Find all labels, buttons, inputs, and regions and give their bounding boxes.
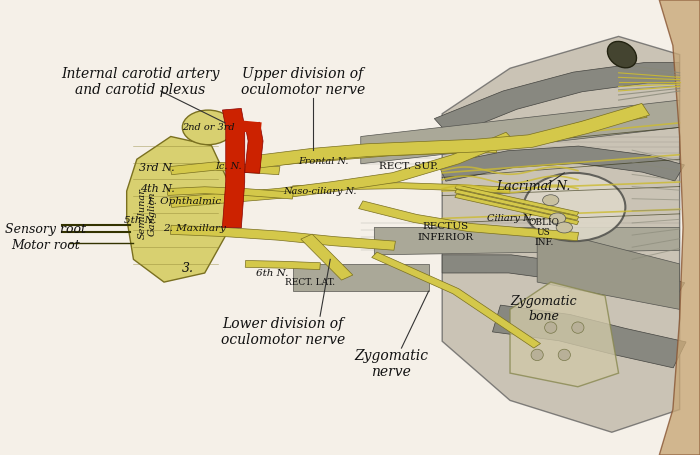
Text: 3.: 3. [182,262,194,275]
Polygon shape [279,146,496,165]
Polygon shape [455,185,579,216]
Circle shape [556,222,573,233]
Polygon shape [360,100,680,164]
Polygon shape [455,189,579,220]
Circle shape [524,173,625,241]
Polygon shape [293,183,510,193]
Polygon shape [170,132,514,207]
Polygon shape [358,201,579,241]
Polygon shape [223,108,245,228]
Polygon shape [442,36,680,432]
Ellipse shape [545,322,556,333]
Text: Frontal N.: Frontal N. [298,157,349,166]
Polygon shape [659,0,700,455]
Text: 5th N.: 5th N. [124,216,156,225]
Polygon shape [510,282,619,387]
Circle shape [550,213,566,224]
Text: 3rd N.: 3rd N. [139,163,175,173]
Text: Ic. N.: Ic. N. [215,162,242,171]
Polygon shape [257,103,650,168]
Text: 6th N.: 6th N. [256,268,288,278]
Ellipse shape [572,322,584,333]
Text: Semilunar
Ganglion: Semilunar Ganglion [137,188,157,239]
Polygon shape [167,187,293,199]
Polygon shape [245,122,263,173]
Polygon shape [438,146,685,181]
Text: Sensory root: Sensory root [5,223,86,236]
Polygon shape [372,252,540,348]
Ellipse shape [531,349,543,360]
Circle shape [542,195,559,206]
Text: Ciliary N.: Ciliary N. [486,214,533,223]
Text: Naso-ciliary N.: Naso-ciliary N. [284,187,357,196]
Polygon shape [493,305,686,368]
Polygon shape [127,136,228,282]
Text: 1. Ophthalmic: 1. Ophthalmic [147,197,221,206]
Text: Upper division of
oculomotor nerve: Upper division of oculomotor nerve [241,67,365,97]
Text: 4th N.: 4th N. [140,184,174,194]
Polygon shape [374,228,680,255]
Text: 2nd or 3rd: 2nd or 3rd [182,123,234,132]
Text: RECT. LAT.: RECT. LAT. [285,278,335,287]
Polygon shape [442,255,685,300]
Polygon shape [455,194,579,225]
Text: RECTUS
INFERIOR: RECTUS INFERIOR [417,222,474,242]
Text: Motor root: Motor root [11,239,80,252]
Text: Zygomatic
nerve: Zygomatic nerve [354,349,428,379]
Ellipse shape [608,41,636,68]
Polygon shape [245,261,321,269]
Polygon shape [170,162,280,175]
Ellipse shape [558,349,570,360]
Polygon shape [434,63,680,136]
Text: OBLIQ
US
INF.: OBLIQ US INF. [528,217,559,247]
Polygon shape [170,225,396,250]
Polygon shape [495,110,647,149]
Polygon shape [301,234,353,280]
Text: RECT. SUP.: RECT. SUP. [379,162,438,171]
Text: Lower division of
oculomotor nerve: Lower division of oculomotor nerve [220,317,345,347]
Text: Zygomatic
bone: Zygomatic bone [510,295,578,324]
Circle shape [182,110,234,145]
Text: Internal carotid artery
and carotid plexus: Internal carotid artery and carotid plex… [61,67,220,97]
Polygon shape [293,264,428,291]
Text: Lacrimal N.: Lacrimal N. [496,180,571,193]
Polygon shape [537,228,680,309]
Text: 2. Maxillary: 2. Maxillary [163,224,226,233]
